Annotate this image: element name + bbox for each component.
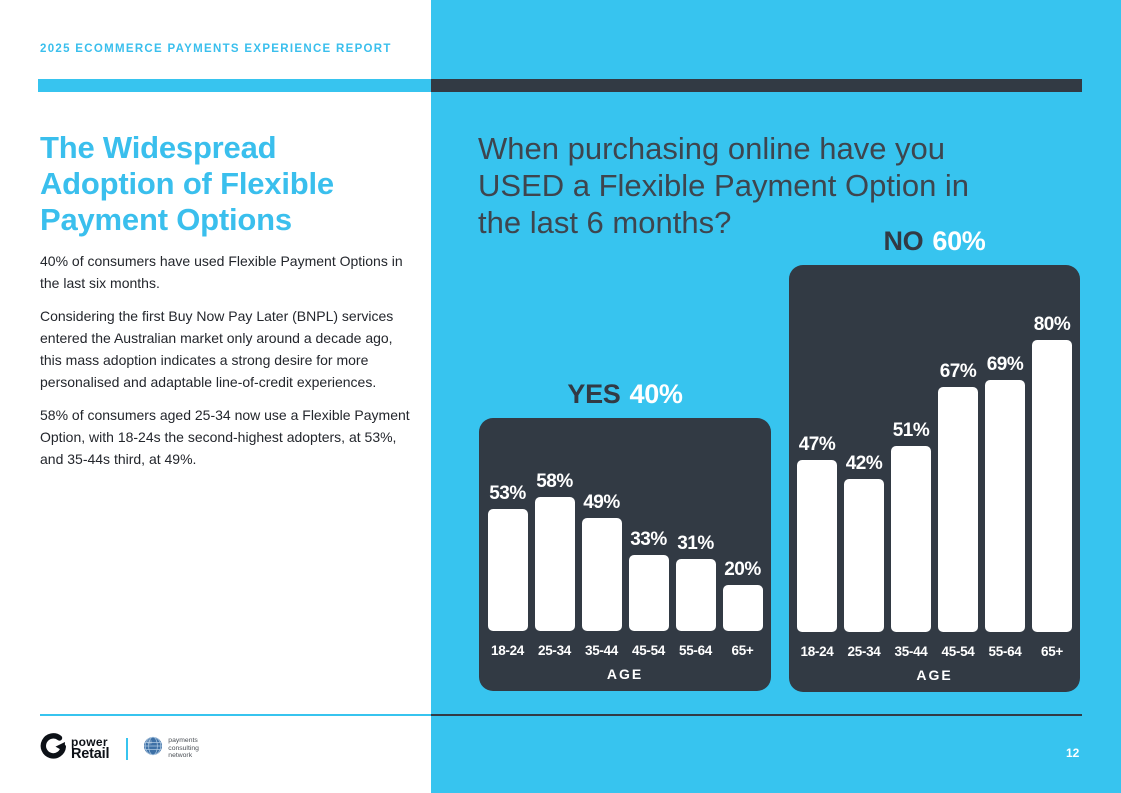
bar-value-label: 51% bbox=[892, 420, 930, 441]
no-chart-title: NO 60% bbox=[789, 226, 1080, 257]
age-category-label: 18-24 bbox=[800, 644, 834, 659]
no-bars: 47% 42% 51% 67% 69% 80% bbox=[789, 314, 1080, 632]
page-title-line: Payment Options bbox=[40, 202, 292, 237]
survey-question: When purchasing online have you USED a F… bbox=[478, 130, 969, 241]
bar-rect bbox=[797, 460, 837, 632]
footer-rule-cyan bbox=[40, 714, 431, 716]
age-category-label: 35-44 bbox=[894, 644, 928, 659]
age-category-label: 45-54 bbox=[941, 644, 975, 659]
bar-value-label: 31% bbox=[677, 533, 714, 554]
bar-rect bbox=[938, 387, 978, 632]
bar-value-label: 80% bbox=[1033, 314, 1071, 335]
bar-value-label: 67% bbox=[939, 361, 977, 382]
power-retail-wordmark: power Retail bbox=[71, 734, 110, 762]
power-retail-word-bottom: Retail bbox=[71, 745, 110, 762]
bar-65+: 80% bbox=[1032, 314, 1072, 632]
bar-value-label: 58% bbox=[536, 471, 573, 492]
page-title-line: Adoption of Flexible bbox=[40, 166, 334, 201]
age-category-label: 65+ bbox=[1041, 644, 1063, 659]
footer-logo-divider bbox=[126, 737, 129, 760]
body-paragraph: Considering the first Buy Now Pay Later … bbox=[40, 308, 394, 390]
age-category-label: 65+ bbox=[731, 643, 754, 658]
bar-rect bbox=[628, 555, 669, 631]
bar-rect bbox=[985, 380, 1025, 632]
no-age-labels: 18-24 25-34 35-44 45-54 55-64 65+ bbox=[789, 644, 1080, 659]
bar-rect bbox=[1032, 340, 1072, 632]
bar-25-34: 58% bbox=[534, 471, 575, 631]
bar-value-label: 49% bbox=[583, 492, 620, 513]
pcn-word-line: network bbox=[168, 752, 193, 760]
bar-rect bbox=[844, 479, 884, 632]
bar-35-44: 51% bbox=[891, 420, 931, 632]
survey-question-line: When purchasing online have you bbox=[478, 131, 946, 166]
no-bar-chart: 47% 42% 51% 67% 69% 80% 18-24 25-34 35-44 45-54 5… bbox=[789, 265, 1080, 692]
page-number: 12 bbox=[1066, 746, 1080, 760]
top-rule-dark bbox=[431, 79, 1082, 92]
bar-35-44: 49% bbox=[581, 492, 622, 631]
no-answer-share: 60% bbox=[932, 226, 986, 256]
yes-age-axis-label: AGE bbox=[606, 666, 644, 682]
pcn-word-line: consulting bbox=[168, 744, 199, 752]
bar-value-label: 42% bbox=[845, 453, 883, 474]
pcn-wordmark: payments consulting network bbox=[168, 737, 199, 760]
yes-chart-title: YES 40% bbox=[479, 379, 771, 410]
globe-icon bbox=[143, 736, 163, 761]
age-category-label: 25-34 bbox=[537, 643, 572, 658]
bar-55-64: 69% bbox=[985, 354, 1025, 632]
top-rule-cyan bbox=[38, 79, 431, 92]
survey-question-line: USED a Flexible Payment Option in bbox=[478, 168, 970, 203]
power-retail-icon bbox=[40, 733, 66, 764]
page-title-line: The Widespread bbox=[40, 130, 277, 165]
page-title: The Widespread Adoption of Flexible Paym… bbox=[40, 130, 334, 238]
no-answer-label: NO bbox=[883, 226, 924, 256]
age-category-label: 55-64 bbox=[988, 644, 1022, 659]
body-copy: 40% of consumers have used Flexible Paym… bbox=[40, 250, 416, 481]
report-title-label: 2025 ECOMMERCE PAYMENTS EXPERIENCE REPOR… bbox=[40, 43, 392, 55]
bar-65+: 20% bbox=[722, 559, 763, 631]
no-age-axis-label: AGE bbox=[916, 667, 953, 683]
bar-rect bbox=[722, 585, 763, 631]
power-retail-word-top: power bbox=[71, 734, 108, 749]
yes-bar-chart: 53% 58% 49% 33% 31% 20% 18-24 25-34 35-44 45-54 5… bbox=[479, 418, 771, 691]
yes-answer-share: 40% bbox=[629, 379, 683, 409]
footer-rule-dark bbox=[431, 714, 1082, 716]
bar-rect bbox=[487, 509, 528, 631]
survey-question-line: the last 6 months? bbox=[478, 205, 732, 240]
bar-18-24: 53% bbox=[487, 483, 528, 631]
power-retail-logo: power Retail bbox=[40, 733, 109, 764]
bar-value-label: 20% bbox=[724, 559, 761, 580]
body-paragraph: 58% of consumers aged 25-34 now use a Fl… bbox=[40, 407, 410, 467]
bar-18-24: 47% bbox=[797, 434, 837, 632]
yes-bars: 53% 58% 49% 33% 31% 20% bbox=[479, 471, 771, 631]
age-category-label: 55-64 bbox=[678, 643, 713, 658]
bar-55-64: 31% bbox=[675, 533, 716, 631]
bar-rect bbox=[891, 446, 931, 632]
bar-value-label: 47% bbox=[798, 434, 836, 455]
bar-rect bbox=[675, 559, 716, 631]
bar-rect bbox=[534, 497, 575, 631]
age-category-label: 25-34 bbox=[847, 644, 881, 659]
bar-value-label: 53% bbox=[489, 483, 526, 504]
bar-rect bbox=[581, 518, 622, 631]
bar-value-label: 33% bbox=[630, 529, 667, 550]
pcn-word-line: payments bbox=[168, 736, 198, 744]
age-category-label: 45-54 bbox=[631, 643, 666, 658]
yes-age-labels: 18-24 25-34 35-44 45-54 55-64 65+ bbox=[479, 643, 771, 658]
footer-logos: power Retail payments consulting bbox=[40, 733, 199, 764]
bar-45-54: 33% bbox=[628, 529, 669, 631]
bar-45-54: 67% bbox=[938, 361, 978, 632]
age-category-label: 18-24 bbox=[490, 643, 525, 658]
yes-answer-label: YES bbox=[567, 379, 621, 409]
body-paragraph: 40% of consumers have used Flexible Paym… bbox=[40, 253, 403, 291]
payments-consulting-network-logo: payments consulting network bbox=[143, 736, 199, 761]
age-category-label: 35-44 bbox=[584, 643, 619, 658]
bar-25-34: 42% bbox=[844, 453, 884, 632]
bar-value-label: 69% bbox=[986, 354, 1024, 375]
